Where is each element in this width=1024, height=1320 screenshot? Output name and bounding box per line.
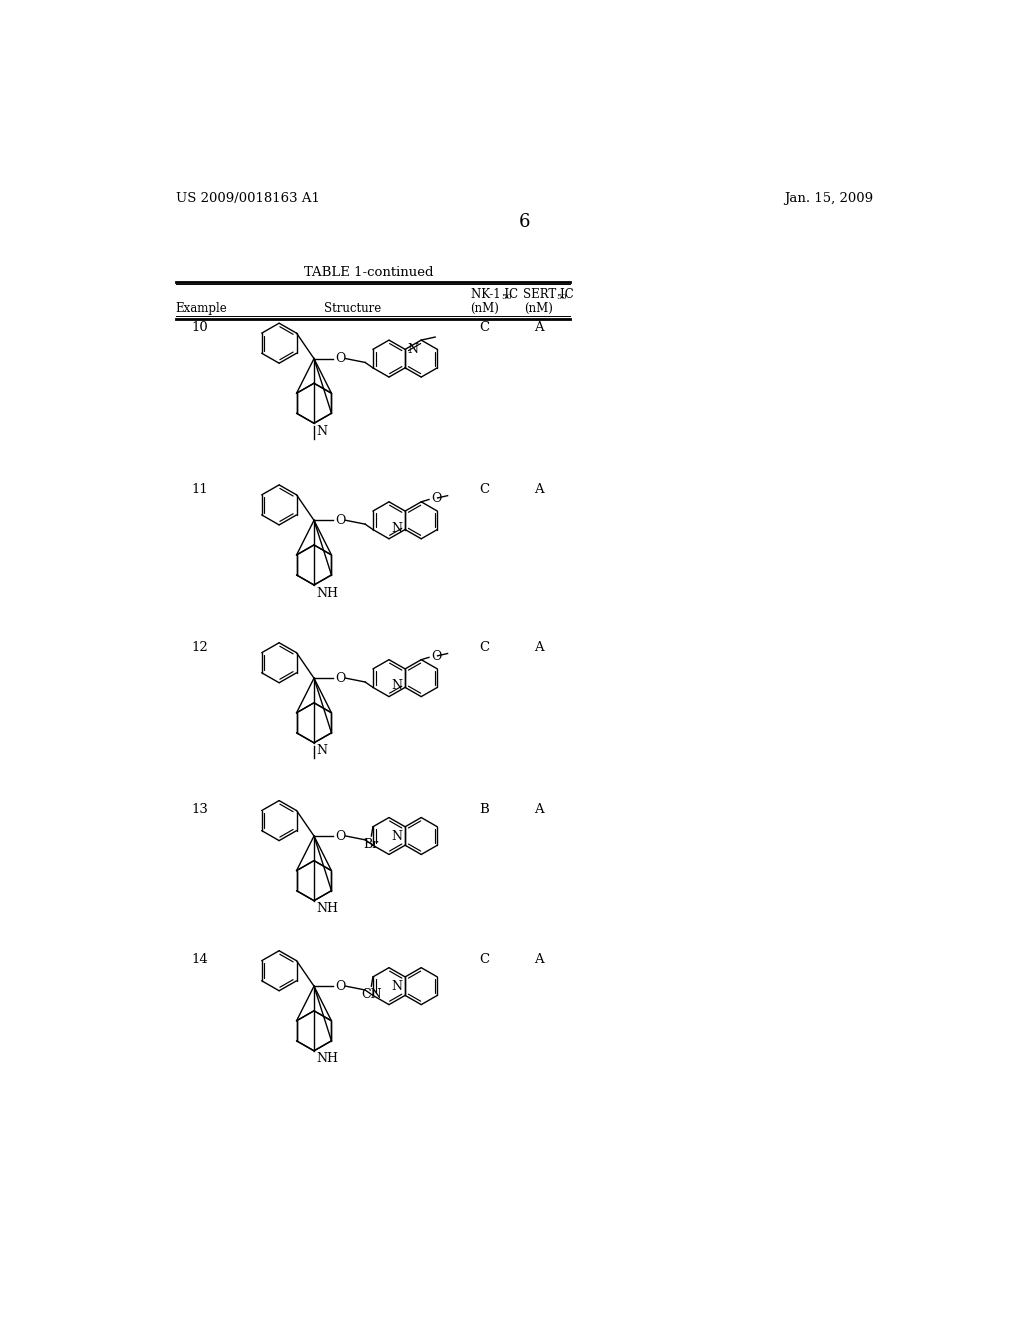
Text: O: O — [431, 492, 441, 506]
Text: O: O — [335, 979, 345, 993]
Text: 50: 50 — [502, 293, 512, 301]
Text: US 2009/0018163 A1: US 2009/0018163 A1 — [176, 191, 319, 205]
Text: 11: 11 — [191, 483, 209, 496]
Text: (nM): (nM) — [524, 302, 553, 315]
Text: N: N — [392, 979, 402, 993]
Text: C: C — [479, 483, 489, 496]
Text: N: N — [316, 744, 328, 758]
Text: C: C — [479, 321, 489, 334]
Text: N: N — [392, 830, 402, 843]
Text: Br: Br — [364, 838, 379, 850]
Text: A: A — [534, 483, 544, 496]
Text: 13: 13 — [191, 803, 209, 816]
Text: Jan. 15, 2009: Jan. 15, 2009 — [784, 191, 873, 205]
Text: A: A — [534, 321, 544, 334]
Text: A: A — [534, 640, 544, 653]
Text: 10: 10 — [191, 321, 209, 334]
Text: C: C — [479, 953, 489, 966]
Text: Example: Example — [176, 302, 227, 315]
Text: A: A — [534, 803, 544, 816]
Text: N: N — [408, 343, 419, 356]
Text: O: O — [335, 352, 345, 366]
Text: SERT IC: SERT IC — [523, 288, 574, 301]
Text: Structure: Structure — [325, 302, 381, 315]
Text: C: C — [479, 640, 489, 653]
Text: CN: CN — [361, 987, 382, 1001]
Text: 14: 14 — [191, 953, 209, 966]
Text: N: N — [392, 680, 402, 693]
Text: NH: NH — [316, 1052, 338, 1065]
Text: O: O — [431, 649, 441, 663]
Text: 50: 50 — [556, 293, 566, 301]
Text: NH: NH — [316, 903, 338, 915]
Text: 6: 6 — [519, 214, 530, 231]
Text: NK-1 IC: NK-1 IC — [471, 288, 518, 301]
Text: NH: NH — [316, 586, 338, 599]
Text: O: O — [335, 829, 345, 842]
Text: N: N — [316, 425, 328, 438]
Text: A: A — [534, 953, 544, 966]
Text: (nM): (nM) — [470, 302, 499, 315]
Text: O: O — [335, 672, 345, 685]
Text: TABLE 1-continued: TABLE 1-continued — [303, 265, 433, 279]
Text: N: N — [392, 521, 402, 535]
Text: 12: 12 — [191, 640, 209, 653]
Text: O: O — [335, 513, 345, 527]
Text: B: B — [479, 803, 489, 816]
